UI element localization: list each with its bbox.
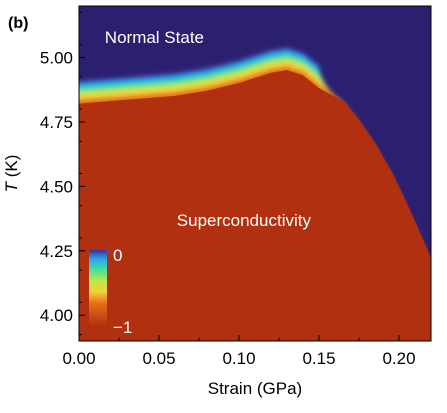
y-tick-label: 4.50 — [40, 177, 73, 196]
x-tick-label: 0.20 — [382, 349, 415, 368]
x-tick-label: 0.15 — [302, 349, 335, 368]
x-tick-label: 0.05 — [142, 349, 175, 368]
y-axis-title-unit: (K) — [2, 155, 21, 182]
annotation-normal-state: Normal State — [105, 28, 204, 47]
colorbar-max-label: 0 — [113, 246, 122, 265]
annotation-superconductivity: Superconductivity — [177, 211, 312, 230]
x-axis: 0.00 0.05 0.10 0.15 0.20 — [62, 335, 416, 368]
colorbar: 0 −1 — [89, 246, 132, 337]
y-tick-label: 4.00 — [40, 306, 73, 325]
superconducting-region — [79, 70, 431, 341]
y-tick-label: 4.75 — [40, 113, 73, 132]
panel-label: (b) — [8, 15, 28, 32]
colorbar-min-label: −1 — [113, 318, 132, 337]
y-axis-title-symbol: T — [2, 180, 21, 192]
y-axis: 4.00 4.25 4.50 4.75 5.00 — [40, 11, 85, 336]
colorbar-gradient — [89, 250, 107, 326]
y-axis-title: T (K) — [2, 155, 21, 193]
y-tick-label: 4.25 — [40, 242, 73, 261]
y-tick-label: 5.00 — [40, 49, 73, 68]
x-tick-label: 0.00 — [62, 349, 95, 368]
x-tick-label: 0.10 — [222, 349, 255, 368]
x-axis-title: Strain (GPa) — [208, 379, 302, 398]
plot-area — [79, 6, 431, 341]
